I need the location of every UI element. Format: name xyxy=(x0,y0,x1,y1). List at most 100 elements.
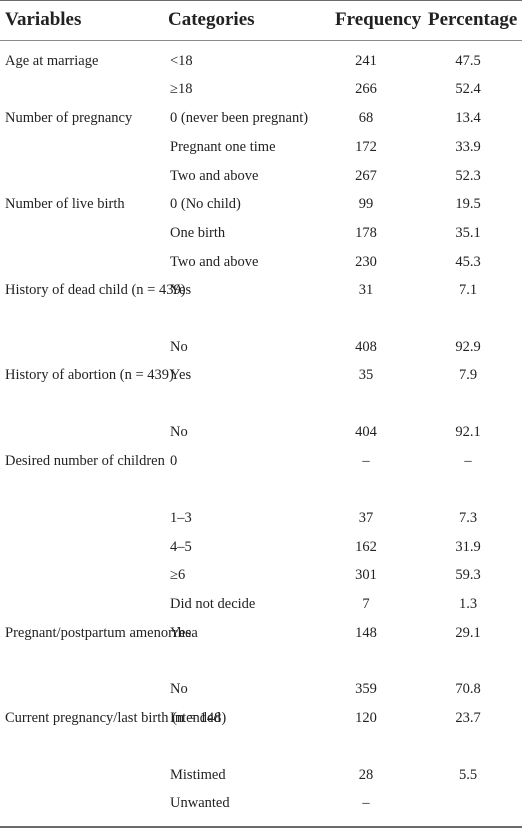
table-row: ≥18 266 52.4 xyxy=(0,76,522,104)
cell-category: Did not decide xyxy=(170,596,256,612)
cell-frequency: 301 xyxy=(355,567,377,583)
cell-frequency: 28 xyxy=(358,767,374,783)
cell-category: Two and above xyxy=(170,254,259,270)
table-row: No 408 92.9 xyxy=(0,334,522,362)
cell-frequency: 359 xyxy=(355,681,377,697)
cell-percentage: 13.4 xyxy=(455,110,481,126)
cell-frequency: 172 xyxy=(355,139,377,155)
cell-category: 0 xyxy=(170,453,178,469)
cell-frequency: 408 xyxy=(355,339,377,355)
cell-variable: Current pregnancy/last birth (n = 148) xyxy=(5,710,227,726)
cell-frequency: 148 xyxy=(355,625,377,641)
cell-frequency: 162 xyxy=(355,539,377,555)
cell-percentage: 19.5 xyxy=(455,196,481,212)
cell-percentage: 7.9 xyxy=(458,367,478,383)
cell-percentage: 52.3 xyxy=(455,168,481,184)
cell-percentage: 47.5 xyxy=(455,53,481,69)
cell-percentage: 7.1 xyxy=(458,282,478,298)
cell-frequency: 35 xyxy=(358,367,374,383)
cell-percentage: 29.1 xyxy=(455,625,481,641)
cell-category: Unwanted xyxy=(170,795,230,811)
table-row: Pregnant one time 172 33.9 xyxy=(0,134,522,162)
cell-category: Intended xyxy=(170,710,221,726)
cell-category: <18 xyxy=(170,53,193,69)
table-row: 4–5 162 31.9 xyxy=(0,534,522,562)
cell-percentage: 31.9 xyxy=(455,539,481,555)
cell-category: 4–5 xyxy=(170,539,192,555)
header-percentage: Percentage xyxy=(428,9,518,30)
cell-frequency: 266 xyxy=(355,81,377,97)
cell-percentage: 92.9 xyxy=(455,339,481,355)
cell-percentage: 7.3 xyxy=(458,510,478,526)
cell-category: No xyxy=(170,424,188,440)
cell-frequency: 404 xyxy=(355,424,377,440)
top-rule xyxy=(0,0,522,1)
cell-percentage: 45.3 xyxy=(455,254,481,270)
cell-category: Yes xyxy=(170,282,192,298)
cell-variable: History of abortion (n = 439) xyxy=(5,367,174,383)
table-row: Number of pregnancy 0 (never been pregnan… xyxy=(0,105,522,133)
cell-category: No xyxy=(170,681,188,697)
table-row: ≥6 301 59.3 xyxy=(0,562,522,590)
table-row: One birth 178 35.1 xyxy=(0,220,522,248)
cell-category: Two and above xyxy=(170,168,259,184)
cell-variable: Number of pregnancy xyxy=(5,110,133,126)
cell-category: ≥6 xyxy=(170,567,186,583)
table-row: Pregnant/postpartum amenorrhea Yes 148 29.1 xyxy=(0,620,522,648)
header-variables: Variables xyxy=(5,9,82,30)
cell-frequency: 230 xyxy=(355,254,377,270)
cell-variable: History of dead child (n = 439) xyxy=(5,282,186,298)
cell-category: Pregnant one time xyxy=(170,139,276,155)
cell-variable: Desired number of children xyxy=(5,453,165,469)
cell-variable: Pregnant/postpartum amenorrhea xyxy=(5,625,198,641)
header-rule xyxy=(0,40,522,41)
table-row: No 359 70.8 xyxy=(0,676,522,704)
header-frequency: Frequency xyxy=(335,9,422,30)
table-row: Desired number of children 0 – – xyxy=(0,448,522,476)
cell-variable: Number of live birth xyxy=(5,196,125,212)
table-row: Current pregnancy/last birth (n = 148) In… xyxy=(0,705,522,733)
cell-frequency: 99 xyxy=(358,196,374,212)
cell-percentage: – xyxy=(464,453,472,469)
cell-percentage: 70.8 xyxy=(455,681,481,697)
bottom-rule xyxy=(0,826,522,828)
table-row: History of abortion (n = 439) Yes 35 7.9 xyxy=(0,362,522,390)
table-row: Number of live birth 0 (No child) 99 19.5 xyxy=(0,191,522,219)
table-header: Variables Categories Frequency Percentag… xyxy=(0,0,522,40)
cell-category: 0 (never been pregnant) xyxy=(170,110,309,126)
table-row: Did not decide 7 1.3 xyxy=(0,591,522,619)
cell-frequency: 120 xyxy=(355,710,377,726)
cell-percentage: 59.3 xyxy=(455,567,481,583)
cell-frequency: 37 xyxy=(358,510,374,526)
cell-category: Yes xyxy=(170,625,192,641)
cell-category: Mistimed xyxy=(170,767,226,783)
table-row: Unwanted – xyxy=(0,790,522,818)
cell-frequency: 68 xyxy=(358,110,374,126)
cell-category: No xyxy=(170,339,188,355)
cell-frequency: 241 xyxy=(355,53,377,69)
cell-frequency: 178 xyxy=(355,225,377,241)
header-categories: Categories xyxy=(168,9,255,30)
cell-frequency: 7 xyxy=(362,596,370,612)
table-row: Age at marriage <18 241 47.5 xyxy=(0,48,522,76)
cell-percentage: 92.1 xyxy=(455,424,481,440)
cell-percentage: 33.9 xyxy=(455,139,481,155)
cell-frequency: – xyxy=(362,795,370,811)
cell-category: 1–3 xyxy=(170,510,192,526)
cell-percentage: 52.4 xyxy=(455,81,481,97)
cell-frequency: – xyxy=(362,453,370,469)
cell-percentage: 23.7 xyxy=(455,710,481,726)
table-row: Two and above 267 52.3 xyxy=(0,163,522,191)
cell-percentage: 1.3 xyxy=(458,596,478,612)
cell-category: One birth xyxy=(170,225,226,241)
cell-frequency: 31 xyxy=(358,282,374,298)
cell-percentage: 5.5 xyxy=(458,767,478,783)
cell-category: Yes xyxy=(170,367,192,383)
table-row: No 404 92.1 xyxy=(0,419,522,447)
table-row: Mistimed 28 5.5 xyxy=(0,762,522,790)
cell-category: ≥18 xyxy=(170,81,193,97)
cell-variable: Age at marriage xyxy=(5,53,99,69)
cell-frequency: 267 xyxy=(355,168,377,184)
cell-percentage: 35.1 xyxy=(455,225,481,241)
